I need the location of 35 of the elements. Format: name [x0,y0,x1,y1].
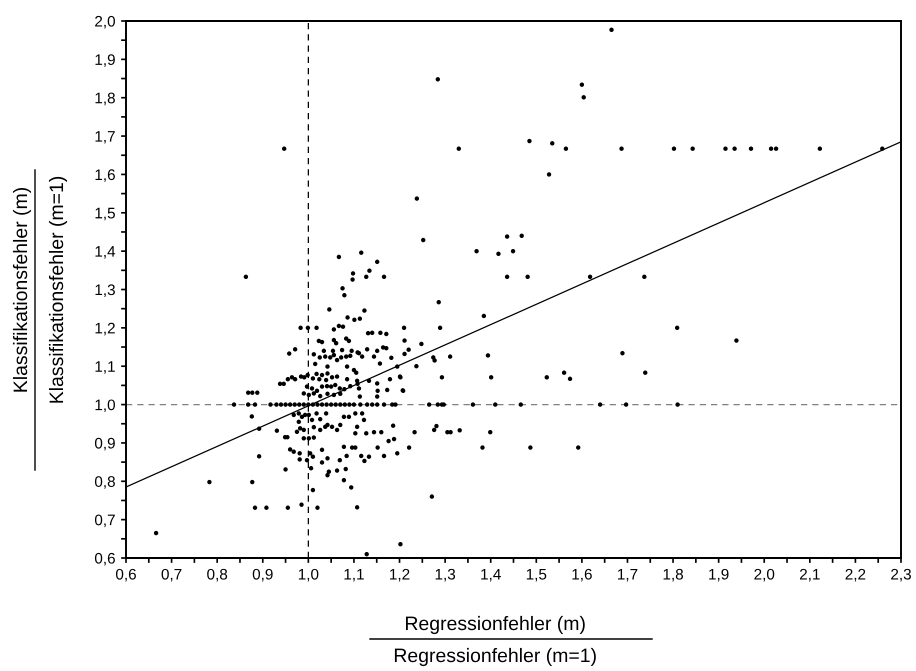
y-tick-label: 0,7 [94,514,115,528]
x-tick-label: 1,9 [709,568,729,582]
y-tick-label: 0,9 [94,438,115,450]
x-tick-label: 2,3 [891,568,911,582]
x-tick-label: 1,4 [481,568,501,582]
x-tick-label: 1,2 [390,568,410,582]
x-axis-title: Regressionfehler (m) Regressionfehler (m=1) [394,616,596,666]
y-tick-label: 1,0 [96,399,115,412]
x-tick-label: 2,2 [846,568,866,582]
y-tick-label: 1,3 [96,284,115,297]
x-tick-label: 1,3 [436,568,456,582]
y-tick-label: 2,0 [95,16,115,28]
x-tick-label: 1,6 [572,568,592,582]
x-tick-label: 1,1 [344,568,364,582]
y-tick-label: 1,7 [96,131,115,144]
x-tick-label: 0,9 [252,568,273,582]
x-tick-label: 0,8 [207,568,228,582]
y-tick-label: 1,6 [96,169,115,182]
y-tick-label: 1,2 [96,322,115,336]
y-tick-label: 0,8 [94,476,115,489]
x-tick-label: 2,1 [800,568,820,582]
x-tick-label: 1,7 [618,568,638,582]
x-tick-label: 0,6 [116,568,136,582]
y-tick-label: 1,4 [96,246,116,259]
x-tick-label: 1,5 [526,568,546,582]
x-tick-label: 1,0 [298,568,318,582]
y-tick-label: 1,1 [96,361,115,374]
y-tick-label: 1,5 [96,208,115,220]
y-axis-title: Klassifikationsfehler (m) Klassifikationsfehler (m=1) [12,176,68,403]
x-tick-label: 2,0 [754,568,774,582]
y-tick-label: 0,6 [94,552,115,566]
y-tick-label: 1,8 [96,92,115,106]
x-tick-label: 1,8 [664,568,684,582]
y-tick-label: 1,9 [96,54,115,67]
x-tick-label: 0,7 [162,568,182,582]
